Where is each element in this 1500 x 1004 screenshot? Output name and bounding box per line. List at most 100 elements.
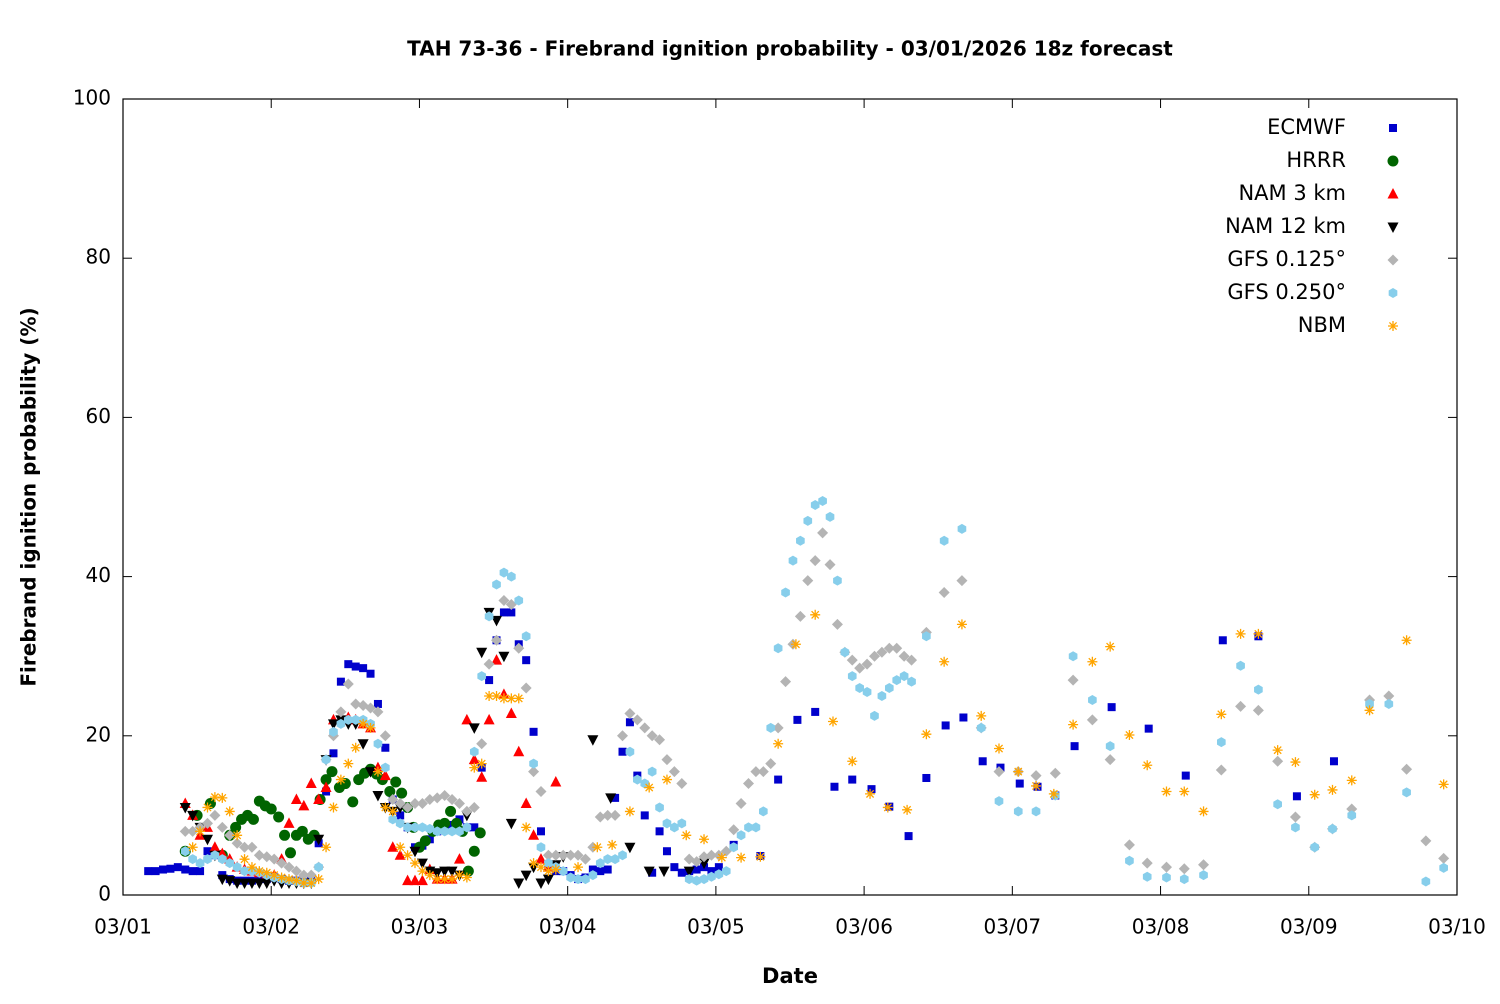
marker-hexagon: [922, 631, 931, 642]
marker-hexagon: [188, 854, 197, 865]
marker-hexagon: [1310, 842, 1320, 853]
marker-asterisk: [939, 656, 950, 667]
marker-asterisk: [202, 802, 213, 813]
marker-hexagon: [521, 631, 531, 642]
marker-triangle-down: [520, 870, 532, 882]
marker-circle: [462, 865, 474, 877]
marker-triangle-up: [394, 849, 406, 860]
marker-diamond: [491, 634, 503, 646]
legend-label: NAM 3 km: [1238, 181, 1346, 205]
marker-circle: [284, 847, 296, 859]
marker-square: [173, 863, 182, 872]
marker-hexagon: [618, 850, 627, 861]
marker-triangle-up: [320, 781, 332, 793]
marker-asterisk: [681, 830, 692, 841]
marker-asterisk: [528, 858, 539, 869]
marker-diamond: [276, 857, 288, 869]
marker-triangle-down: [201, 834, 213, 846]
marker-diamond: [453, 797, 465, 809]
marker-hexagon: [455, 826, 464, 837]
y-tick-label: 100: [73, 86, 111, 110]
marker-asterisk: [372, 766, 383, 777]
marker-diamond: [365, 702, 377, 714]
marker-square: [662, 847, 671, 856]
marker-triangle-down: [505, 818, 517, 830]
marker-asterisk: [573, 862, 584, 873]
marker-asterisk: [736, 852, 747, 863]
marker-square: [588, 865, 597, 874]
marker-asterisk: [1031, 780, 1042, 791]
marker-square: [396, 811, 405, 820]
marker-asterisk: [1290, 757, 1301, 768]
marker-circle: [230, 821, 242, 833]
marker-triangle-down: [261, 878, 273, 890]
marker-square: [611, 793, 620, 802]
marker-diamond: [216, 821, 228, 833]
marker-asterisk: [313, 874, 324, 885]
marker-hexagon: [1365, 698, 1374, 709]
marker-diamond: [772, 722, 784, 734]
marker-triangle-up: [535, 853, 547, 864]
marker-asterisk: [498, 693, 509, 704]
marker-asterisk: [409, 858, 420, 869]
marker-square: [373, 699, 382, 708]
marker-asterisk: [1105, 641, 1116, 652]
marker-triangle-up: [491, 654, 503, 665]
marker-asterisk: [417, 866, 428, 877]
marker-hexagon: [766, 722, 776, 733]
marker-square: [1292, 792, 1301, 801]
marker-diamond: [1438, 852, 1450, 864]
marker-asterisk: [644, 782, 655, 793]
marker-triangle-down: [683, 866, 695, 878]
marker-asterisk: [1142, 760, 1153, 771]
marker-diamond: [861, 658, 873, 670]
marker-diamond: [1215, 764, 1227, 776]
marker-square: [677, 868, 686, 877]
marker-hexagon: [581, 874, 590, 885]
marker-triangle-up: [513, 745, 525, 757]
marker-asterisk: [306, 878, 317, 889]
marker-asterisk: [1235, 628, 1246, 639]
x-axis-label: Date: [762, 964, 818, 988]
marker-hexagon: [892, 675, 902, 686]
marker-diamond: [780, 676, 792, 688]
marker-diamond: [350, 698, 362, 710]
marker-triangle-up: [379, 769, 391, 781]
marker-hexagon: [484, 611, 494, 622]
marker-diamond: [387, 793, 399, 805]
marker-square: [181, 865, 190, 874]
marker-triangle-up: [520, 797, 532, 808]
marker-diamond: [898, 650, 910, 662]
marker-asterisk: [1179, 786, 1190, 797]
marker-diamond: [520, 682, 532, 694]
marker-square: [470, 823, 479, 832]
marker-asterisk: [1198, 806, 1209, 817]
marker-hexagon: [210, 850, 220, 861]
marker-asterisk: [402, 850, 413, 861]
marker-asterisk: [1087, 656, 1098, 667]
marker-asterisk: [432, 874, 443, 885]
y-axis-label: Firebrand ignition probability (%): [17, 307, 41, 686]
marker-diamond: [1160, 861, 1172, 873]
marker-hexagon: [1236, 660, 1245, 671]
marker-diamond: [187, 825, 199, 837]
marker-asterisk: [1161, 786, 1172, 797]
marker-asterisk: [1272, 745, 1283, 756]
marker-diamond: [668, 766, 680, 778]
marker-diamond: [1252, 704, 1264, 716]
marker-hexagon: [180, 846, 190, 857]
marker-square: [603, 865, 612, 874]
marker-triangle-down: [476, 647, 488, 659]
marker-diamond: [283, 861, 295, 873]
marker-diamond: [1067, 674, 1079, 686]
marker-hexagon: [1402, 787, 1411, 798]
marker-diamond: [794, 610, 806, 622]
marker-asterisk: [291, 875, 302, 886]
marker-asterisk: [254, 866, 265, 877]
marker-hexagon: [329, 726, 338, 737]
marker-asterisk: [380, 802, 391, 813]
x-tick-label: 03/04: [539, 915, 597, 939]
marker-circle: [273, 811, 285, 823]
marker-triangle-down: [313, 834, 325, 846]
marker-triangle-up: [468, 753, 480, 765]
